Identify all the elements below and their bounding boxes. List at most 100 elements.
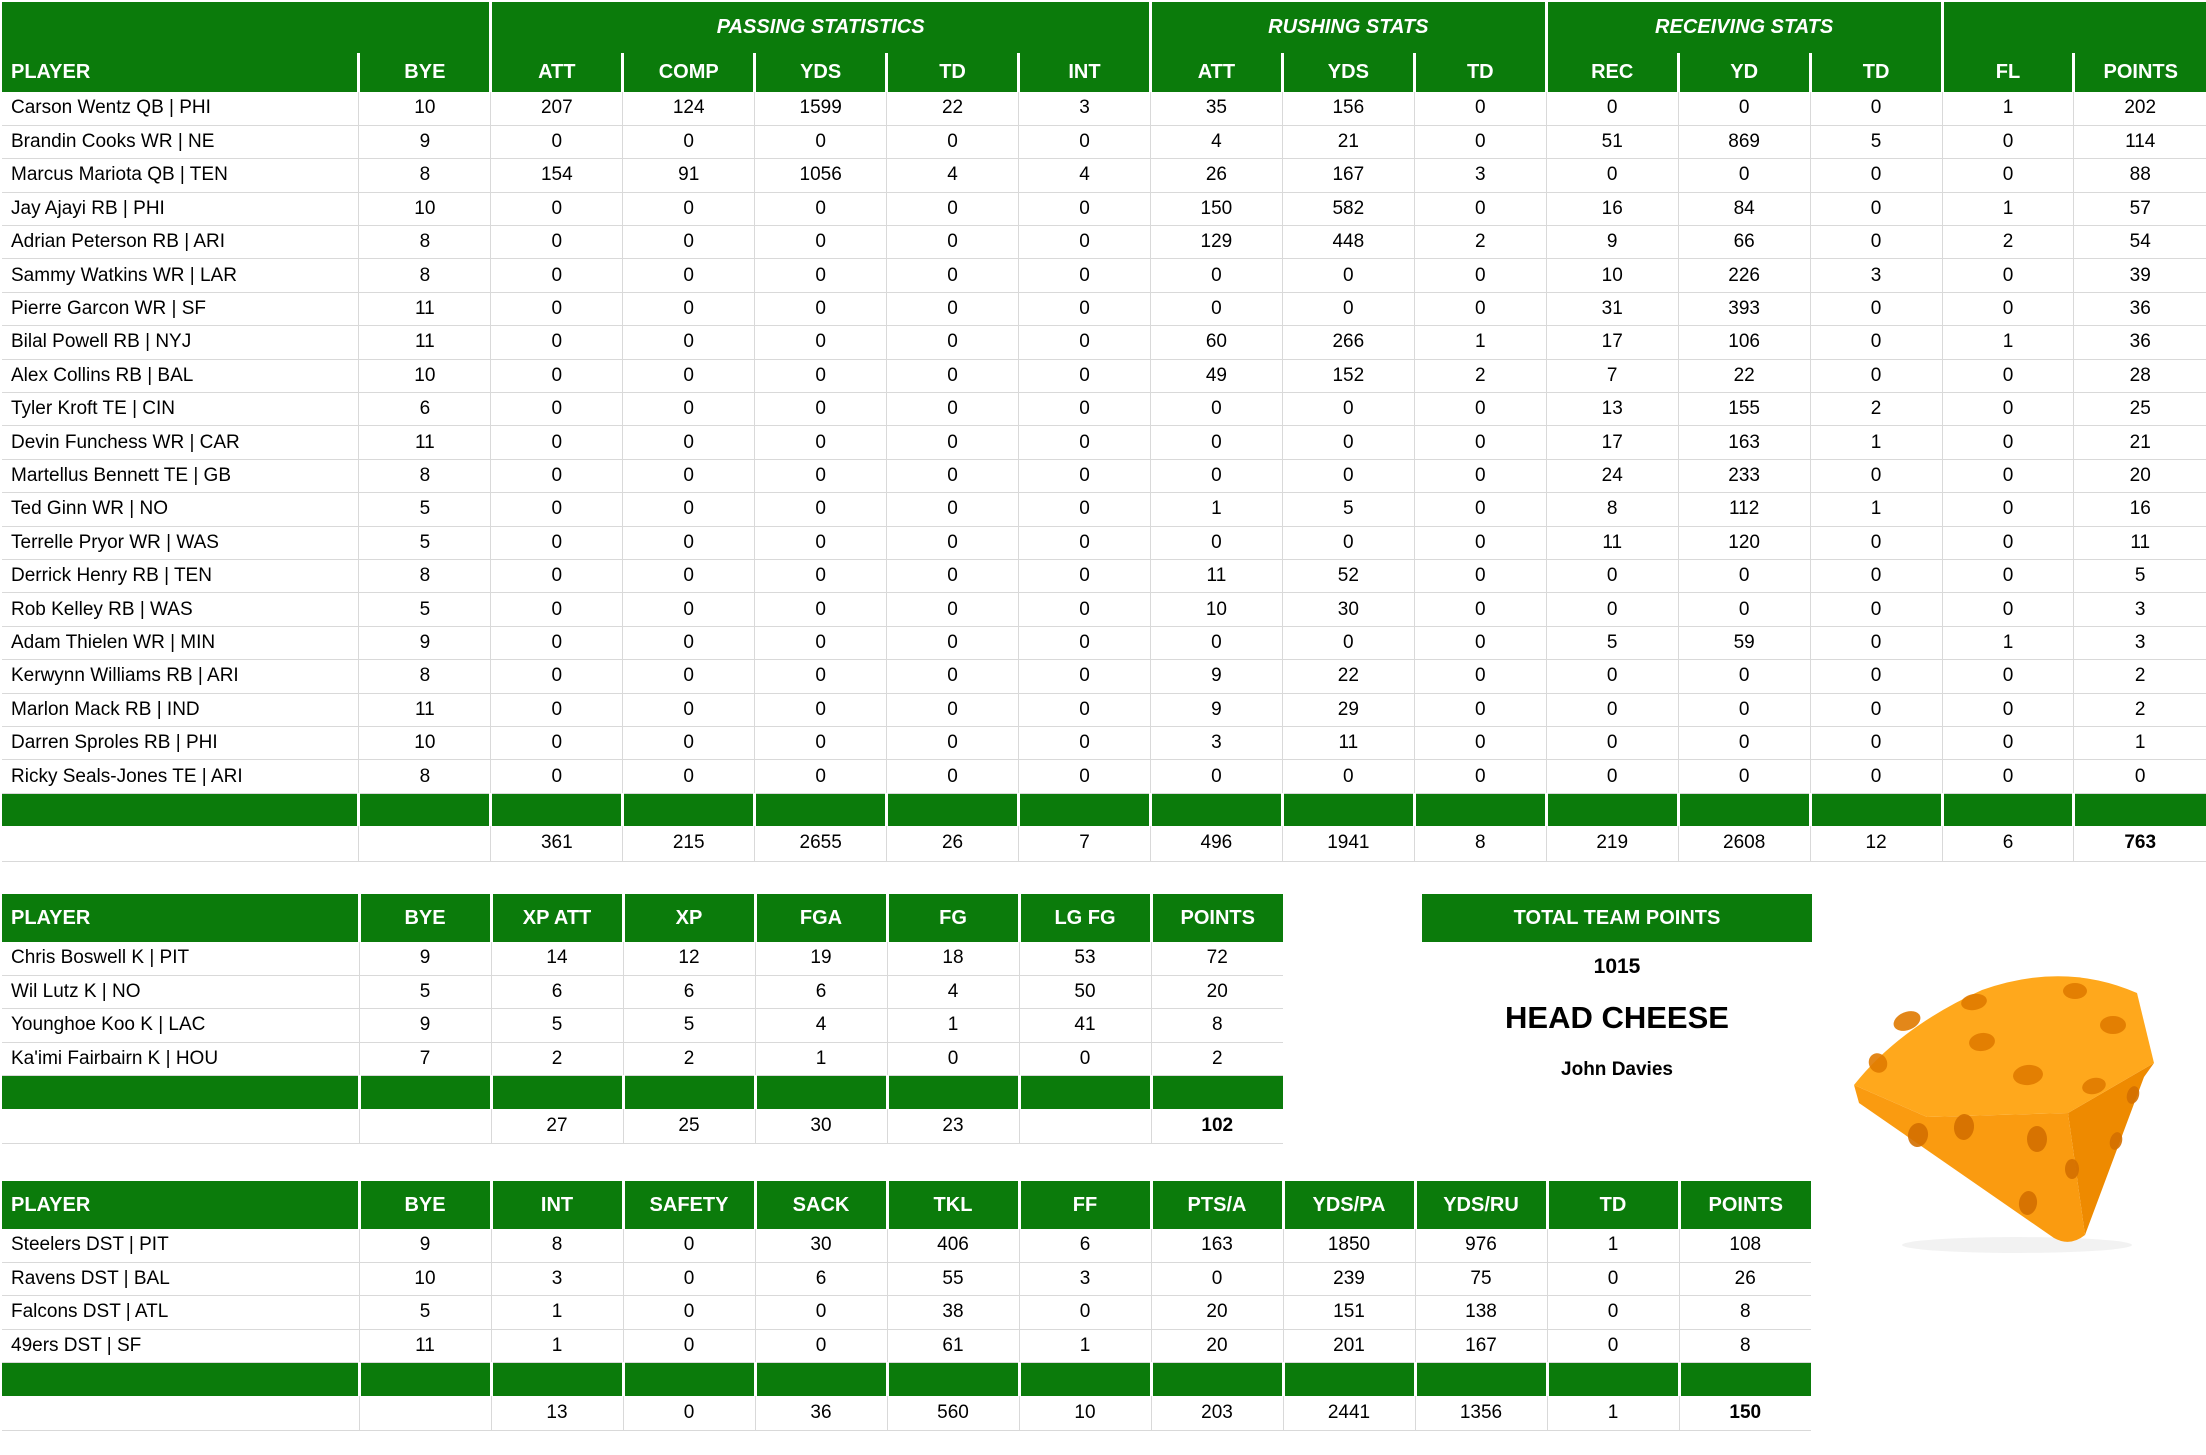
group-header-cell[interactable]: PASSING STATISTICS xyxy=(489,2,1151,53)
stat-cell[interactable]: 8 xyxy=(358,659,492,694)
stat-cell[interactable]: 0 xyxy=(1810,225,1943,260)
stat-cell[interactable]: 5 xyxy=(491,1008,624,1043)
stat-cell[interactable]: 0 xyxy=(886,559,1020,594)
stat-cell[interactable]: 57 xyxy=(2073,192,2206,227)
stat-cell[interactable]: 11 xyxy=(1150,559,1283,594)
stat-cell[interactable]: 0 xyxy=(622,125,756,160)
stat-cell[interactable]: 0 xyxy=(623,1295,756,1330)
stat-cell[interactable]: 3 xyxy=(1019,1262,1152,1297)
stat-cell[interactable]: 0 xyxy=(1018,492,1151,527)
stat-cell[interactable]: 8 xyxy=(358,258,492,293)
stat-cell[interactable]: 0 xyxy=(1942,726,2075,761)
separator-cell[interactable] xyxy=(2,1362,359,1396)
group-header-cell[interactable] xyxy=(2,2,491,53)
stat-cell[interactable]: 21 xyxy=(1282,125,1415,160)
total-cell[interactable]: 23 xyxy=(887,1108,1020,1145)
stat-cell[interactable]: 1599 xyxy=(754,92,888,126)
stat-cell[interactable]: 0 xyxy=(1018,292,1151,327)
stat-cell[interactable]: 5 xyxy=(359,975,492,1010)
stat-cell[interactable]: 0 xyxy=(1414,425,1547,460)
stat-cell[interactable]: 0 xyxy=(1678,659,1811,694)
stat-cell[interactable]: 0 xyxy=(1810,359,1943,394)
stat-cell[interactable]: 4 xyxy=(1018,158,1151,193)
stat-cell[interactable]: 0 xyxy=(754,192,888,227)
stat-cell[interactable]: 0 xyxy=(1414,526,1547,560)
stat-cell[interactable]: 0 xyxy=(622,192,756,227)
stat-cell[interactable]: 30 xyxy=(1282,592,1415,627)
stat-cell[interactable]: 11 xyxy=(1546,526,1679,560)
stat-cell[interactable]: 0 xyxy=(1810,526,1943,560)
player-cell[interactable]: Chris Boswell K | PIT xyxy=(2,942,360,976)
stat-cell[interactable]: 0 xyxy=(1414,559,1547,594)
stat-cell[interactable]: 0 xyxy=(1942,526,2075,560)
stat-cell[interactable]: 5 xyxy=(359,1295,492,1330)
stat-cell[interactable]: 0 xyxy=(1018,359,1151,394)
column-header-cell[interactable]: SACK xyxy=(753,1181,887,1229)
stat-cell[interactable]: 167 xyxy=(1415,1329,1548,1364)
stat-cell[interactable]: 88 xyxy=(2073,158,2206,193)
stat-cell[interactable]: 1 xyxy=(1810,425,1943,460)
stat-cell[interactable]: 0 xyxy=(1942,492,2075,527)
stat-cell[interactable]: 0 xyxy=(886,325,1020,360)
stat-cell[interactable]: 91 xyxy=(622,158,756,193)
stat-cell[interactable]: 4 xyxy=(887,975,1020,1010)
stat-cell[interactable]: 2 xyxy=(2073,659,2206,694)
stat-cell[interactable]: 406 xyxy=(887,1229,1020,1263)
stat-cell[interactable]: 8 xyxy=(358,759,492,794)
stat-cell[interactable]: 1 xyxy=(1019,1329,1152,1364)
stat-cell[interactable]: 0 xyxy=(1942,359,2075,394)
stat-cell[interactable]: 0 xyxy=(754,359,888,394)
stat-cell[interactable]: 0 xyxy=(1282,459,1415,494)
stat-cell[interactable]: 0 xyxy=(1942,659,2075,694)
stat-cell[interactable]: 0 xyxy=(1414,693,1547,727)
total-cell[interactable] xyxy=(359,1395,492,1432)
stat-cell[interactable]: 0 xyxy=(490,225,624,260)
stat-cell[interactable]: 0 xyxy=(1150,392,1283,427)
stat-cell[interactable]: 36 xyxy=(2073,325,2206,360)
stat-cell[interactable]: 448 xyxy=(1282,225,1415,260)
stat-cell[interactable]: 11 xyxy=(359,1329,492,1364)
stat-cell[interactable]: 11 xyxy=(2073,526,2206,560)
stat-cell[interactable]: 6 xyxy=(358,392,492,427)
stat-cell[interactable]: 138 xyxy=(1415,1295,1548,1330)
stat-cell[interactable]: 0 xyxy=(490,726,624,761)
stat-cell[interactable]: 0 xyxy=(1810,292,1943,327)
stat-cell[interactable]: 0 xyxy=(1414,592,1547,627)
stat-cell[interactable]: 16 xyxy=(2073,492,2206,527)
separator-cell[interactable] xyxy=(1412,793,1547,827)
stat-cell[interactable]: 11 xyxy=(358,693,492,727)
stat-cell[interactable]: 9 xyxy=(358,125,492,160)
stat-cell[interactable]: 0 xyxy=(886,125,1020,160)
stat-cell[interactable]: 0 xyxy=(1942,292,2075,327)
separator-cell[interactable] xyxy=(753,1362,887,1396)
total-cell[interactable]: 26 xyxy=(886,826,1020,862)
total-cell[interactable] xyxy=(2,826,360,862)
stat-cell[interactable]: 0 xyxy=(886,425,1020,460)
stat-cell[interactable]: 0 xyxy=(1546,158,1679,193)
column-header-cell[interactable]: PTS/A xyxy=(1149,1181,1283,1229)
stat-cell[interactable]: 869 xyxy=(1678,125,1811,160)
stat-cell[interactable]: 0 xyxy=(1018,125,1151,160)
stat-cell[interactable]: 53 xyxy=(1019,942,1152,976)
group-header-cell[interactable]: RUSHING STATS xyxy=(1148,2,1547,53)
stat-cell[interactable]: 0 xyxy=(622,659,756,694)
player-cell[interactable]: Darren Sproles RB | PHI xyxy=(2,726,360,761)
stat-cell[interactable]: 163 xyxy=(1678,425,1811,460)
separator-cell[interactable] xyxy=(753,793,887,827)
stat-cell[interactable]: 0 xyxy=(1414,626,1547,661)
separator-cell[interactable] xyxy=(1017,793,1151,827)
stat-cell[interactable]: 0 xyxy=(1942,559,2075,594)
stat-cell[interactable]: 75 xyxy=(1415,1262,1548,1297)
stat-cell[interactable]: 0 xyxy=(1810,158,1943,193)
column-header-cell[interactable]: POINTS xyxy=(1149,894,1283,942)
separator-cell[interactable] xyxy=(489,793,623,827)
column-header-cell[interactable]: INT xyxy=(489,1181,623,1229)
stat-cell[interactable]: 1 xyxy=(887,1008,1020,1043)
total-cell[interactable]: 0 xyxy=(623,1395,756,1432)
stat-cell[interactable]: 0 xyxy=(886,492,1020,527)
stat-cell[interactable]: 233 xyxy=(1678,459,1811,494)
stat-cell[interactable]: 24 xyxy=(1546,459,1679,494)
stat-cell[interactable]: 0 xyxy=(1547,1329,1680,1364)
stat-cell[interactable]: 0 xyxy=(1547,1262,1680,1297)
stat-cell[interactable]: 0 xyxy=(1150,526,1283,560)
